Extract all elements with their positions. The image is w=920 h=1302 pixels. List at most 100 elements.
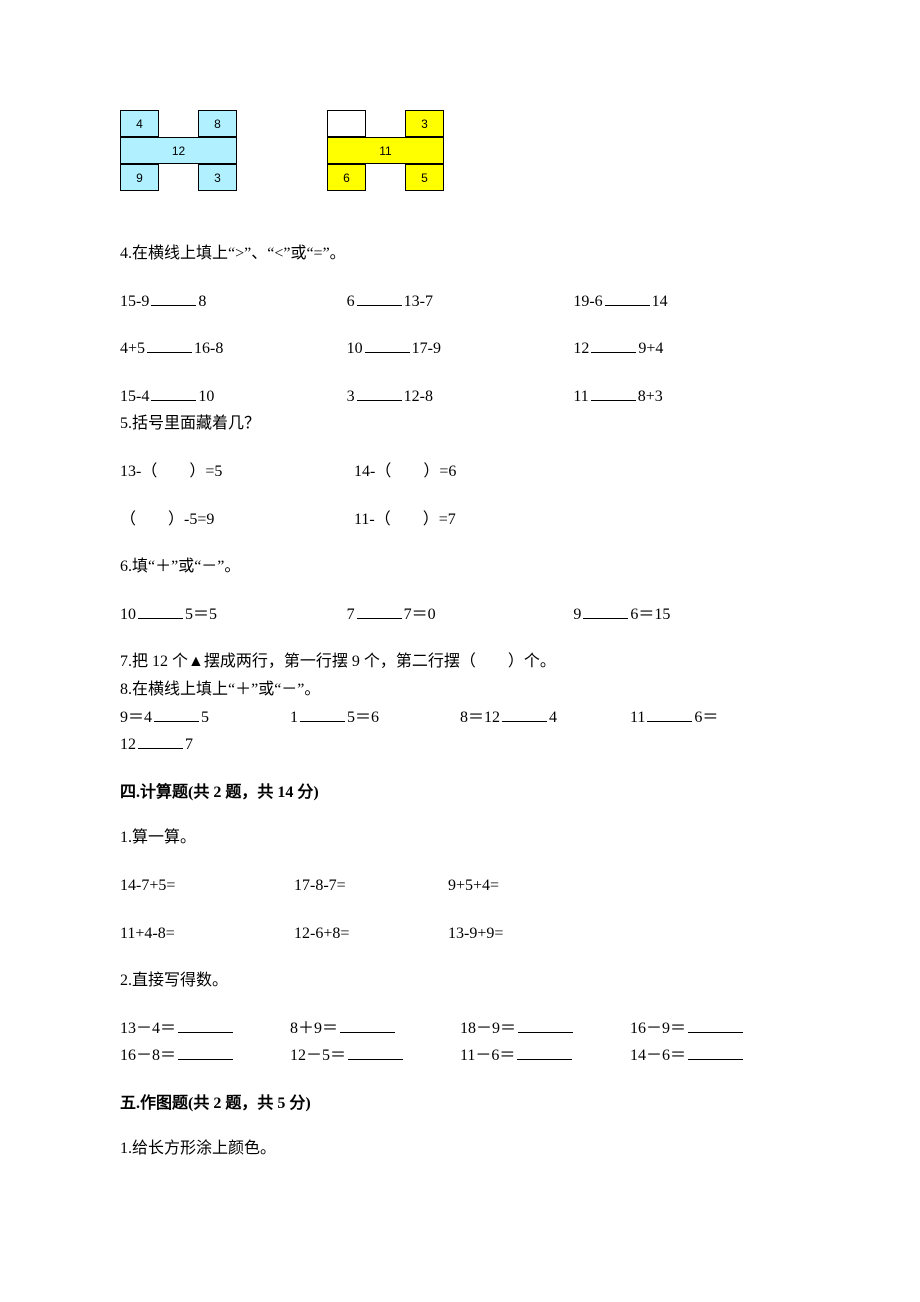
q5r2a: （ ）-5=9 [120, 507, 350, 533]
blank[interactable] [591, 384, 636, 401]
q8tb: 7 [185, 736, 193, 753]
h2-bot-right: 5 [405, 164, 444, 191]
s4q1r2c: 13-9+9= [448, 925, 503, 942]
s4q2r1a: 13－4＝ [120, 1020, 176, 1037]
h1-top-gap [159, 110, 198, 137]
q4r1b: 8 [198, 293, 206, 310]
q4r1f: 14 [652, 293, 668, 310]
blank[interactable] [688, 1016, 743, 1033]
q4-row-1: 15-98 613-7 19-614 [120, 289, 800, 315]
sec4-q1-row1: 14-7+5= 17-8-7= 9+5+4= [120, 873, 800, 899]
q5-row-2: （ ）-5=9 11-（ ）=7 [120, 507, 800, 533]
blank[interactable] [178, 1043, 233, 1060]
h1-bot-gap [159, 164, 198, 191]
sec5-heading: 五.作图题(共 2 题，共 5 分) [120, 1091, 800, 1117]
blank[interactable] [357, 602, 402, 619]
blank[interactable] [583, 602, 628, 619]
q4r1e: 19-6 [573, 293, 602, 310]
blank[interactable] [517, 1043, 572, 1060]
h2-top-right: 3 [405, 110, 444, 137]
blank[interactable] [518, 1016, 573, 1033]
blank[interactable] [591, 336, 636, 353]
q8a3: 8＝12 [460, 709, 500, 726]
q4r2e: 12 [573, 340, 589, 357]
q4r3e: 11 [573, 388, 588, 405]
q4-row-2: 4+516-8 1017-9 129+4 [120, 336, 800, 362]
s4q2r1b: 8＋9＝ [290, 1020, 338, 1037]
blank[interactable] [605, 289, 650, 306]
q8-tail: 127 [120, 732, 800, 758]
s4q2r2d: 14－6＝ [630, 1047, 686, 1064]
s4q1r1b: 17-8-7= [294, 873, 444, 899]
s4q1r2b: 12-6+8= [294, 921, 444, 947]
blank[interactable] [300, 705, 345, 722]
q4r3f: 8+3 [638, 388, 663, 405]
s4q2r2c: 11－6＝ [460, 1047, 515, 1064]
blank[interactable] [357, 384, 402, 401]
h1-mid: 12 [120, 137, 237, 164]
blank[interactable] [151, 289, 196, 306]
s4q2r2b: 12－5＝ [290, 1047, 346, 1064]
h-shapes-row: 4 8 12 9 3 3 11 6 [120, 110, 800, 191]
sec4-q1-row2: 11+4-8= 12-6+8= 13-9+9= [120, 921, 800, 947]
h-shape-2: 3 11 6 5 [327, 110, 444, 191]
q8b4: 6＝ [694, 709, 718, 726]
page: 4 8 12 9 3 3 11 6 [0, 0, 920, 1244]
q4-prompt: 4.在横线上填上“>”、“<”或“=”。 [120, 241, 800, 267]
blank[interactable] [647, 705, 692, 722]
blank[interactable] [688, 1043, 743, 1060]
q4r3a: 15-4 [120, 388, 149, 405]
q6b1: 5＝5 [185, 606, 217, 623]
q8-prompt: 8.在横线上填上“＋”或“－”。 [120, 677, 800, 703]
q4r3b: 10 [198, 388, 214, 405]
q5-row-1: 13-（ ）=5 14-（ ）=6 [120, 459, 800, 485]
s4q1r1a: 14-7+5= [120, 873, 290, 899]
blank[interactable] [138, 602, 183, 619]
h2-bot-left: 6 [327, 164, 366, 191]
h2-mid: 11 [327, 137, 444, 164]
q6b3: 6＝15 [630, 606, 670, 623]
s4q1r2a: 11+4-8= [120, 921, 290, 947]
q6-prompt: 6.填“＋”或“－”。 [120, 554, 800, 580]
blank[interactable] [340, 1016, 395, 1033]
s4q2r2a: 16－8＝ [120, 1047, 176, 1064]
q8-row: 9＝45 15＝6 8＝124 116＝ [120, 705, 800, 731]
s4q1r1c: 9+5+4= [448, 877, 499, 894]
h1-top-left: 4 [120, 110, 159, 137]
blank[interactable] [147, 336, 192, 353]
h2-top-gap [366, 110, 405, 137]
q8a4: 11 [630, 709, 645, 726]
sec5-q1: 1.给长方形涂上颜色。 [120, 1136, 800, 1162]
blank[interactable] [178, 1016, 233, 1033]
q8b2: 5＝6 [347, 709, 379, 726]
blank[interactable] [502, 705, 547, 722]
blank[interactable] [357, 289, 402, 306]
q5r1a: 13-（ ）=5 [120, 459, 350, 485]
h2-bot-gap [366, 164, 405, 191]
blank[interactable] [365, 336, 410, 353]
q8b1: 5 [201, 709, 209, 726]
q4r2c: 10 [347, 340, 363, 357]
h1-bot-right: 3 [198, 164, 237, 191]
q4r2b: 16-8 [194, 340, 223, 357]
q5r2b: 11-（ ）=7 [354, 511, 456, 528]
s4q2r1d: 16－9＝ [630, 1020, 686, 1037]
h-shape-1: 4 8 12 9 3 [120, 110, 237, 191]
q5-prompt: 5.括号里面藏着几？ [120, 411, 800, 437]
s4q2r1c: 18－9＝ [460, 1020, 516, 1037]
h1-bot-left: 9 [120, 164, 159, 191]
q8b3: 4 [549, 709, 557, 726]
q4-row-3: 15-410 312-8 118+3 [120, 384, 800, 410]
blank[interactable] [138, 732, 183, 749]
blank[interactable] [348, 1043, 403, 1060]
q4r1a: 15-9 [120, 293, 149, 310]
h1-top-right: 8 [198, 110, 237, 137]
blank[interactable] [151, 384, 196, 401]
sec4-q1-prompt: 1.算一算。 [120, 825, 800, 851]
blank[interactable] [154, 705, 199, 722]
q4r3d: 12-8 [404, 388, 433, 405]
q6a2: 7 [347, 606, 355, 623]
q4r2d: 17-9 [412, 340, 441, 357]
q7-text: 7.把 12 个▲摆成两行，第一行摆 9 个，第二行摆（ ）个。 [120, 649, 800, 675]
h2-top-left [327, 110, 366, 137]
